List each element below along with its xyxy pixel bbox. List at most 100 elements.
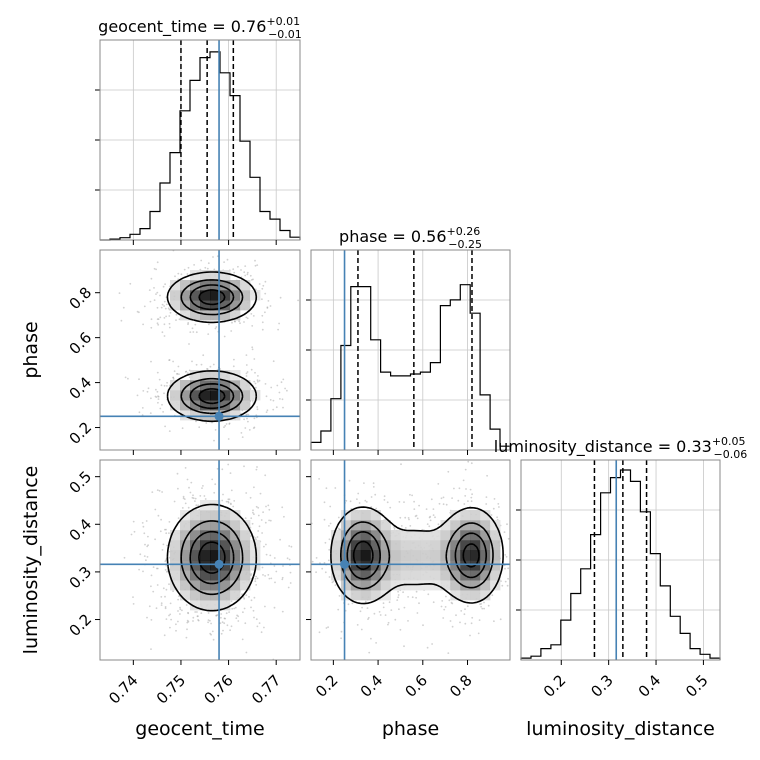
sample-point [206,368,208,370]
sample-point [434,516,436,519]
sample-point [168,532,170,534]
sample-point [548,484,550,486]
density-cell [200,410,211,421]
sample-point [269,399,272,401]
sample-point [243,418,246,421]
sample-point [255,618,258,621]
sample-point [280,381,283,384]
density-cell [380,550,391,561]
sample-point [272,399,275,402]
sample-point [161,303,164,306]
density-cell [200,520,211,531]
sample-point [518,531,520,533]
sample-point [278,322,280,325]
sample-point [523,550,525,552]
sample-point [374,493,377,496]
density-cell [240,390,251,401]
sample-point [138,568,141,571]
sample-point [165,564,168,567]
sample-point [512,584,514,586]
sample-point [149,412,152,414]
density-cell [370,560,381,571]
density-cell [490,560,501,571]
sample-point [165,532,168,535]
sample-point [177,487,179,490]
sample-point [256,577,259,580]
density-cell [230,550,241,561]
density-cell [360,580,372,591]
sample-point [168,583,170,586]
sample-point [497,503,500,505]
sample-point [206,368,209,370]
density-cell [440,520,451,531]
sample-point [418,602,420,605]
density-cell [250,290,261,301]
sample-point [149,300,152,303]
sample-point [200,259,203,262]
sample-point [165,465,167,467]
sample-point [303,529,305,531]
sample-point [186,621,189,624]
sample-point [249,274,252,277]
sample-point [247,413,250,416]
density-cell [370,510,381,521]
sample-point [331,581,334,584]
sample-point [267,504,270,507]
density-cell [330,540,342,551]
sample-point [505,555,508,558]
density-cell [210,520,221,531]
sample-point [156,390,159,393]
sample-point [428,525,431,528]
sample-point [183,268,186,271]
sample-point [233,500,236,502]
sample-point [311,560,314,563]
sample-point [366,607,369,609]
sample-point [499,618,502,621]
sample-point [269,305,272,307]
sample-point [387,621,390,624]
sample-point [400,463,402,466]
density-cell [230,570,241,581]
density-cell [170,580,181,591]
sample-point [199,495,202,497]
density-cell [230,580,241,591]
sample-point [257,514,260,517]
sample-point [246,417,248,420]
sample-point [177,610,179,612]
sample-point [340,630,343,633]
sample-point [177,598,180,601]
sample-point [192,620,194,622]
density-cell [170,300,181,311]
sample-point [261,532,263,534]
density-cell [220,560,231,571]
sample-point [390,609,393,611]
sample-point [170,456,172,458]
sample-point [470,462,473,465]
sample-point [279,538,281,541]
sample-point [447,652,450,654]
density-cell [180,530,191,541]
sample-point [182,495,185,498]
sample-point [254,382,257,385]
sample-point [455,614,457,617]
sample-point [229,629,232,632]
sample-point [230,330,233,332]
sample-point [258,379,261,382]
sample-point [493,620,495,623]
sample-point [229,502,232,505]
density-cell [360,520,372,531]
sample-point [245,354,248,356]
sample-point [233,320,236,323]
sample-point [232,365,235,368]
density-cell [460,510,471,521]
sample-point [258,283,261,285]
sample-point [238,320,241,323]
density-layer [118,250,550,660]
density-cell [200,570,211,581]
panel-geocent_time-phase-truth-marker [214,411,224,421]
density-cell [200,560,211,571]
density-cell [240,520,251,531]
sample-point [458,487,461,490]
sample-point [247,420,249,423]
density-cell [170,530,181,541]
